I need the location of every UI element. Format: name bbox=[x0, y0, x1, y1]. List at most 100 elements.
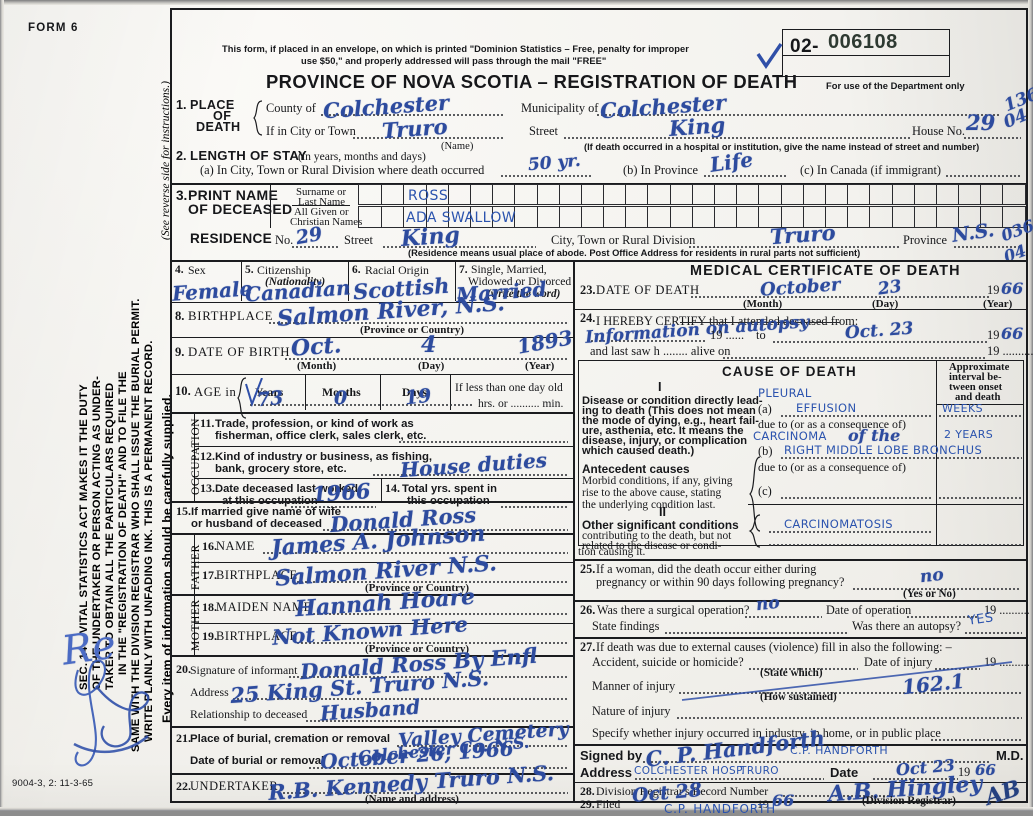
antecedent-line-1: Morbid conditions, if any, giving bbox=[582, 475, 733, 487]
registrar-caption: (Division Registrar) bbox=[862, 795, 956, 807]
spouse-rule bbox=[322, 529, 568, 531]
mother-side-label: MOTHER bbox=[190, 599, 202, 651]
cause-a-above-value: PLEURAL bbox=[758, 386, 812, 400]
scan-edge-bottom bbox=[0, 807, 1033, 811]
street-rule bbox=[563, 137, 911, 139]
occupation-top-rule bbox=[170, 412, 573, 414]
informant-address-label: Address bbox=[190, 685, 229, 699]
age-num: 10. bbox=[175, 384, 191, 398]
place-of-death-label-2: OF bbox=[213, 109, 232, 123]
certifier-address-value-2: TRURO bbox=[740, 765, 779, 777]
cause-b-interval: 2 YEARS bbox=[944, 428, 994, 441]
part2-value: CARCINOMATOSIS bbox=[784, 517, 893, 531]
burial-place-rule bbox=[396, 745, 568, 747]
last-saw-label: and last saw h ........ alive on bbox=[590, 344, 731, 358]
dod-label: DATE OF DEATH bbox=[596, 283, 700, 297]
marital-label-3: (write the word) bbox=[487, 288, 561, 300]
city-town-label: If in City or Town bbox=[266, 124, 356, 138]
undertaker-num: 22. bbox=[176, 779, 191, 793]
signed-by-rule bbox=[642, 761, 990, 763]
hospital-note: (If death occurred in a hospital or inst… bbox=[584, 142, 980, 152]
sex-label: Sex bbox=[188, 263, 206, 277]
dod-year-value: 66 bbox=[1001, 279, 1024, 298]
informant-top-rule bbox=[170, 655, 573, 657]
dob-num: 9. bbox=[175, 345, 185, 359]
surname-grid[interactable] bbox=[358, 184, 1026, 205]
certifier-date-19: 19 bbox=[958, 765, 971, 779]
age-label: AGE in bbox=[194, 385, 237, 399]
q27-state-which: (State which) bbox=[760, 667, 823, 679]
dob-day-value: 4 bbox=[421, 332, 437, 358]
undertaker-caption: (Name and address) bbox=[365, 793, 459, 805]
q26-autopsy-label: Was there an autopsy? bbox=[852, 619, 962, 633]
father-side-label: FATHER bbox=[190, 544, 202, 590]
print-name-top-rule bbox=[170, 183, 1028, 185]
q26-date-label: Date of operation bbox=[826, 603, 912, 617]
q26-date-rule bbox=[906, 616, 978, 618]
q26-findings-label: State findings bbox=[592, 619, 660, 633]
registration-box-divider bbox=[782, 55, 950, 57]
q29-year: 66 bbox=[772, 791, 795, 810]
residence-province-label: Province bbox=[903, 233, 948, 247]
q13-num: 13. bbox=[200, 481, 215, 495]
residence-province-rule bbox=[953, 246, 1021, 248]
dod-day-value: 23 bbox=[876, 276, 903, 300]
cause-b-label: (b) bbox=[758, 444, 773, 458]
q27-nature-rule bbox=[676, 717, 1022, 719]
cause-c-label: (c) bbox=[758, 484, 772, 498]
surname-underline bbox=[292, 205, 350, 206]
father-name-label: NAME bbox=[216, 539, 255, 553]
dod-rule bbox=[690, 296, 990, 298]
form-border-left bbox=[170, 8, 172, 803]
age-checkmark-icon bbox=[245, 378, 263, 408]
q11-label-1: Trade, profession, or kind of work as bbox=[215, 418, 414, 430]
part2-line-2: related to the disease or condi- bbox=[582, 540, 722, 552]
part-2-numeral: II bbox=[659, 505, 666, 519]
part1-line-5: disease, injury, or complication bbox=[582, 435, 748, 447]
residence-city-label: City, Town or Rural Division bbox=[551, 233, 696, 247]
age-less-label-1: If less than one day old bbox=[455, 381, 563, 394]
q26-num: 26. bbox=[580, 603, 596, 617]
burial-date-label: Date of burial or removal bbox=[190, 755, 325, 767]
q27-specify-label: Specify whether injury occurred in indus… bbox=[592, 726, 941, 740]
mother-birthplace-num: 19. bbox=[202, 629, 217, 643]
name-caption: (Name) bbox=[441, 141, 474, 152]
house-no-label: House No. bbox=[912, 124, 965, 138]
surname-label-1: Surname or bbox=[296, 186, 347, 198]
scan-edge-left bbox=[0, 0, 4, 811]
cause-b-rule bbox=[780, 457, 1022, 459]
dod-num: 23. bbox=[580, 283, 596, 297]
dob-rule bbox=[284, 358, 568, 360]
given-names-grid[interactable] bbox=[358, 206, 1026, 228]
house-no-value: 29 bbox=[966, 110, 996, 135]
q25-num: 25. bbox=[580, 562, 596, 576]
street-value: King bbox=[668, 112, 726, 141]
dob-caption-month: (Month) bbox=[297, 360, 337, 372]
interval-header-rule bbox=[936, 404, 1024, 406]
age-months-divider bbox=[380, 375, 382, 410]
q29-num: 29. bbox=[580, 797, 595, 811]
cause-c-rule bbox=[780, 497, 932, 499]
birthplace-top-rule bbox=[170, 302, 573, 304]
father-side-divider bbox=[194, 534, 196, 594]
signed-by-printed: C.P. HANDFORTH bbox=[790, 744, 889, 757]
q28-label: Division Registrar's Record Number bbox=[596, 784, 769, 798]
signed-by-top-rule bbox=[575, 744, 1027, 746]
birthplace-label: BIRTHPLACE bbox=[188, 309, 274, 323]
cause-part-divider bbox=[748, 504, 936, 506]
dod-year-prefix: 19 bbox=[987, 283, 1000, 297]
spouse-label-1: If married give name of wife bbox=[191, 506, 342, 518]
cause-b-above-left: CARCINOMA bbox=[753, 429, 827, 443]
age-days-value: 19 bbox=[403, 384, 433, 410]
age-values-rule bbox=[249, 404, 474, 406]
form-border-right bbox=[1026, 8, 1028, 803]
city-town-value: Truro bbox=[381, 113, 449, 144]
informant-sig-rule bbox=[288, 676, 568, 678]
mother-side-divider bbox=[194, 595, 196, 655]
registrar-printed-name: C.P. HANDFORTH bbox=[664, 802, 777, 816]
burial-place-label: Place of burial, cremation or removal bbox=[190, 733, 391, 745]
residence-no-value: 29 bbox=[294, 222, 325, 250]
undertaker-top-rule bbox=[170, 773, 573, 775]
informant-sig-label: Signature of informant bbox=[190, 663, 298, 677]
dod-caption-day: (Day) bbox=[872, 298, 899, 310]
